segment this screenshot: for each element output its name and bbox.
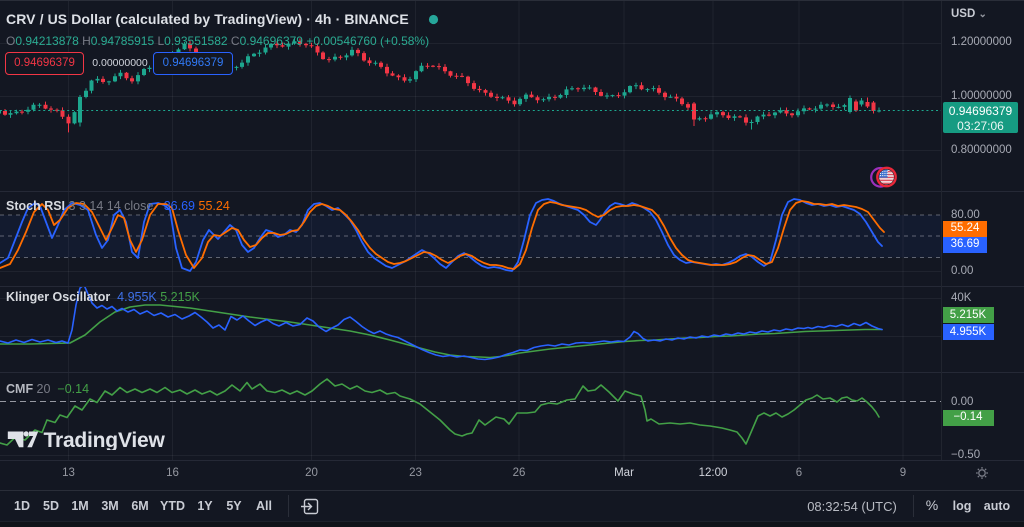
svg-text:TradingView: TradingView: [44, 430, 166, 450]
